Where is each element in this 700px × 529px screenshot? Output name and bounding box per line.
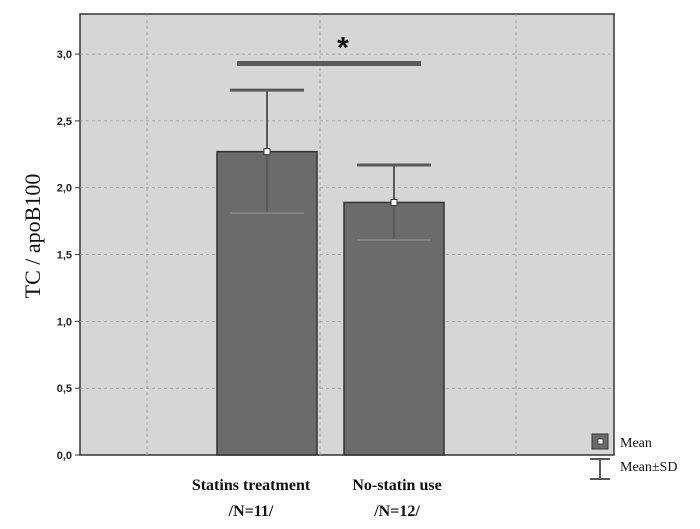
category-label-0-n: /N=11/ (228, 503, 274, 520)
y-tick-label-6: 3,0 (57, 49, 72, 61)
mean-marker-0 (263, 148, 271, 156)
y-tick-label-3: 1,5 (57, 250, 72, 262)
y-tick-label-2: 1,0 (57, 316, 72, 328)
y-tick-label-0: 0,0 (57, 450, 72, 462)
y-axis-ticks: 0,0 0,5 1,0 1,5 2,0 2,5 3,0 (57, 49, 80, 462)
category-label-0: Statins treatment (192, 477, 311, 494)
y-tick-label-1: 0,5 (57, 383, 72, 395)
legend-sd-label: Mean±SD (620, 460, 677, 475)
error-bars (230, 88, 431, 241)
bar-1 (343, 201, 445, 456)
legend-mean-marker (597, 438, 604, 445)
y-axis-label: TC / apoB100 (20, 174, 45, 299)
significance-star: * (337, 31, 349, 64)
category-label-1: No-statin use (352, 477, 441, 494)
y-tick-label-5: 2,5 (57, 116, 72, 128)
legend-mean-label: Mean (620, 436, 652, 451)
y-tick-label-4: 2,0 (57, 183, 72, 195)
category-label-1-n: /N=12/ (373, 503, 420, 520)
bars (216, 150, 445, 456)
legend: Mean Mean±SD (590, 433, 677, 480)
mean-marker-1 (390, 198, 398, 206)
